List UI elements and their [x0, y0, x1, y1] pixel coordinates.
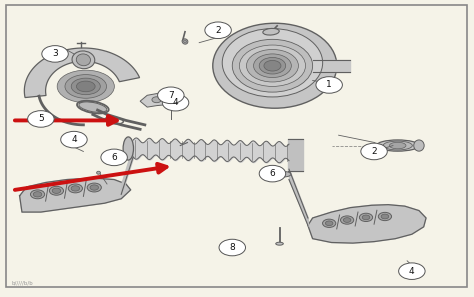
Ellipse shape: [376, 140, 419, 151]
Ellipse shape: [33, 192, 42, 197]
Ellipse shape: [182, 39, 188, 44]
Ellipse shape: [378, 212, 392, 221]
Circle shape: [219, 239, 246, 256]
Polygon shape: [308, 205, 426, 243]
Ellipse shape: [263, 29, 279, 35]
Circle shape: [42, 46, 68, 62]
Ellipse shape: [65, 75, 107, 98]
Circle shape: [316, 77, 342, 93]
Ellipse shape: [276, 242, 283, 245]
Circle shape: [361, 143, 387, 160]
Ellipse shape: [381, 214, 389, 219]
Text: 6: 6: [270, 169, 275, 178]
Ellipse shape: [87, 183, 101, 192]
Ellipse shape: [72, 51, 95, 69]
Ellipse shape: [239, 45, 306, 86]
Text: 3: 3: [52, 49, 58, 59]
Ellipse shape: [414, 140, 424, 151]
Text: 1: 1: [326, 80, 332, 89]
Text: 4: 4: [409, 267, 415, 276]
Ellipse shape: [264, 60, 281, 71]
PathPatch shape: [24, 48, 139, 97]
Ellipse shape: [383, 141, 412, 150]
Text: 4: 4: [173, 98, 178, 107]
Ellipse shape: [97, 171, 100, 174]
Ellipse shape: [359, 213, 373, 222]
Ellipse shape: [183, 40, 186, 43]
Ellipse shape: [340, 216, 354, 224]
PathPatch shape: [140, 92, 175, 107]
Ellipse shape: [414, 273, 418, 276]
Circle shape: [399, 263, 425, 279]
Ellipse shape: [254, 54, 292, 78]
Ellipse shape: [76, 81, 95, 92]
Ellipse shape: [52, 188, 61, 193]
Ellipse shape: [123, 137, 134, 160]
Ellipse shape: [232, 39, 313, 92]
Polygon shape: [19, 178, 131, 212]
Circle shape: [157, 87, 184, 104]
Text: 7: 7: [168, 91, 173, 100]
Ellipse shape: [343, 218, 351, 222]
Ellipse shape: [152, 97, 161, 103]
Ellipse shape: [259, 57, 286, 74]
Ellipse shape: [325, 221, 333, 226]
Ellipse shape: [222, 29, 323, 97]
Ellipse shape: [213, 23, 337, 108]
Ellipse shape: [362, 215, 370, 220]
Text: 4: 4: [71, 135, 77, 144]
Ellipse shape: [57, 70, 114, 103]
Circle shape: [259, 165, 286, 182]
Ellipse shape: [322, 219, 336, 228]
Text: 2: 2: [215, 26, 221, 35]
Ellipse shape: [76, 54, 91, 66]
Text: 5: 5: [38, 114, 44, 124]
Circle shape: [61, 131, 87, 148]
Circle shape: [205, 22, 231, 39]
Ellipse shape: [401, 274, 405, 276]
Text: 6: 6: [111, 153, 117, 162]
Ellipse shape: [390, 142, 406, 149]
Ellipse shape: [90, 185, 99, 190]
Circle shape: [27, 111, 54, 127]
Ellipse shape: [71, 78, 100, 95]
Ellipse shape: [30, 190, 45, 199]
Ellipse shape: [71, 186, 80, 191]
Text: b/////b/b: b/////b/b: [11, 280, 33, 285]
Text: 8: 8: [229, 243, 235, 252]
Circle shape: [162, 94, 189, 111]
Text: 2: 2: [371, 147, 377, 156]
Ellipse shape: [49, 186, 64, 195]
Ellipse shape: [278, 172, 291, 177]
Circle shape: [101, 149, 128, 166]
Ellipse shape: [246, 50, 299, 82]
Ellipse shape: [68, 184, 82, 193]
Ellipse shape: [79, 102, 107, 112]
